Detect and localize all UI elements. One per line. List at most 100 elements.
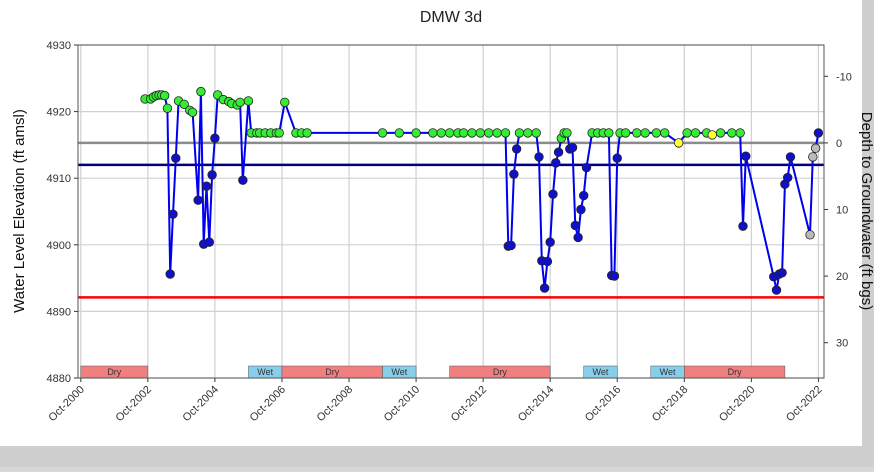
data-point	[208, 171, 217, 180]
chart-title: DMW 3d	[420, 9, 482, 26]
data-point	[772, 286, 781, 295]
data-point	[468, 129, 477, 138]
period-label: Dry	[107, 367, 121, 377]
data-point	[507, 241, 516, 250]
data-point	[493, 129, 502, 138]
period-label: Wet	[391, 367, 407, 377]
period-label: Dry	[325, 367, 339, 377]
data-point	[188, 108, 197, 117]
period-label: Wet	[593, 367, 609, 377]
data-point	[512, 145, 521, 154]
data-point	[778, 268, 787, 277]
data-point	[412, 129, 421, 138]
y-tick-label: 4910	[47, 173, 71, 185]
data-point	[429, 129, 438, 138]
data-point	[437, 129, 446, 138]
data-point	[641, 129, 650, 138]
period-label: Wet	[257, 367, 273, 377]
data-point	[633, 129, 642, 138]
y2-tick-label: 30	[836, 338, 848, 350]
data-point	[515, 129, 524, 138]
y2-tick-label: 20	[836, 271, 848, 283]
data-point	[202, 182, 211, 191]
data-point	[197, 87, 206, 96]
data-point	[194, 196, 203, 205]
y-tick-label: 4900	[47, 240, 71, 252]
data-point	[546, 238, 555, 247]
data-point	[378, 129, 387, 138]
data-point	[571, 221, 580, 230]
y2-axis-title: Depth to Groundwater (ft bgs)	[858, 112, 874, 310]
y2-tick-label: -10	[836, 71, 852, 83]
data-point	[613, 154, 622, 163]
data-point	[582, 163, 591, 172]
data-point	[809, 153, 818, 162]
data-point	[674, 139, 683, 148]
data-point	[211, 134, 220, 143]
data-point	[568, 143, 577, 152]
data-point	[605, 129, 614, 138]
chart-panel	[0, 0, 862, 446]
y-tick-label: 4890	[47, 306, 71, 318]
page: DMW 3d Water Level Elevation (ft amsl) D…	[0, 0, 874, 467]
chart: DMW 3d Water Level Elevation (ft amsl) D…	[0, 0, 874, 467]
data-point	[510, 170, 519, 179]
data-point	[741, 152, 750, 161]
data-point	[540, 284, 549, 293]
data-point	[524, 129, 533, 138]
data-point	[303, 129, 312, 138]
y2-tick-label: 10	[836, 205, 848, 217]
data-point	[739, 222, 748, 231]
data-point	[814, 129, 823, 138]
data-point	[806, 231, 815, 240]
period-label: Wet	[660, 367, 676, 377]
data-point	[579, 191, 588, 200]
data-point	[239, 176, 248, 185]
data-point	[501, 129, 510, 138]
data-point	[395, 129, 404, 138]
data-point	[708, 131, 717, 140]
y-axis-title: Water Level Elevation (ft amsl)	[11, 109, 28, 313]
data-point	[783, 173, 792, 182]
data-point	[554, 148, 563, 157]
data-point	[275, 129, 284, 138]
data-point	[244, 97, 253, 106]
data-point	[445, 129, 454, 138]
data-point	[484, 129, 493, 138]
data-point	[205, 238, 214, 247]
period-label: Dry	[493, 367, 507, 377]
data-point	[691, 129, 700, 138]
data-point	[786, 153, 795, 162]
data-point	[652, 129, 661, 138]
data-point	[549, 190, 558, 199]
data-point	[660, 129, 669, 138]
data-point	[543, 257, 552, 266]
data-point	[683, 129, 692, 138]
data-point	[563, 129, 572, 138]
data-point	[166, 270, 175, 279]
data-point	[171, 154, 180, 163]
period-label: Dry	[728, 367, 742, 377]
y-tick-label: 4920	[47, 107, 71, 119]
data-point	[621, 129, 630, 138]
data-point	[160, 91, 169, 100]
y-tick-label: 4880	[47, 373, 71, 385]
data-point	[532, 129, 541, 138]
data-point	[736, 129, 745, 138]
data-point	[574, 233, 583, 242]
data-point	[610, 272, 619, 281]
data-point	[459, 129, 468, 138]
y2-tick-label: 0	[836, 138, 842, 150]
data-point	[236, 98, 245, 107]
data-point	[811, 144, 820, 153]
data-point	[169, 210, 178, 219]
data-point	[577, 205, 586, 214]
data-point	[280, 98, 289, 107]
data-point	[535, 153, 544, 162]
data-point	[727, 129, 736, 138]
data-point	[551, 159, 560, 168]
y-tick-label: 4930	[47, 40, 71, 52]
data-point	[716, 129, 725, 138]
data-point	[163, 104, 172, 113]
data-point	[476, 129, 485, 138]
